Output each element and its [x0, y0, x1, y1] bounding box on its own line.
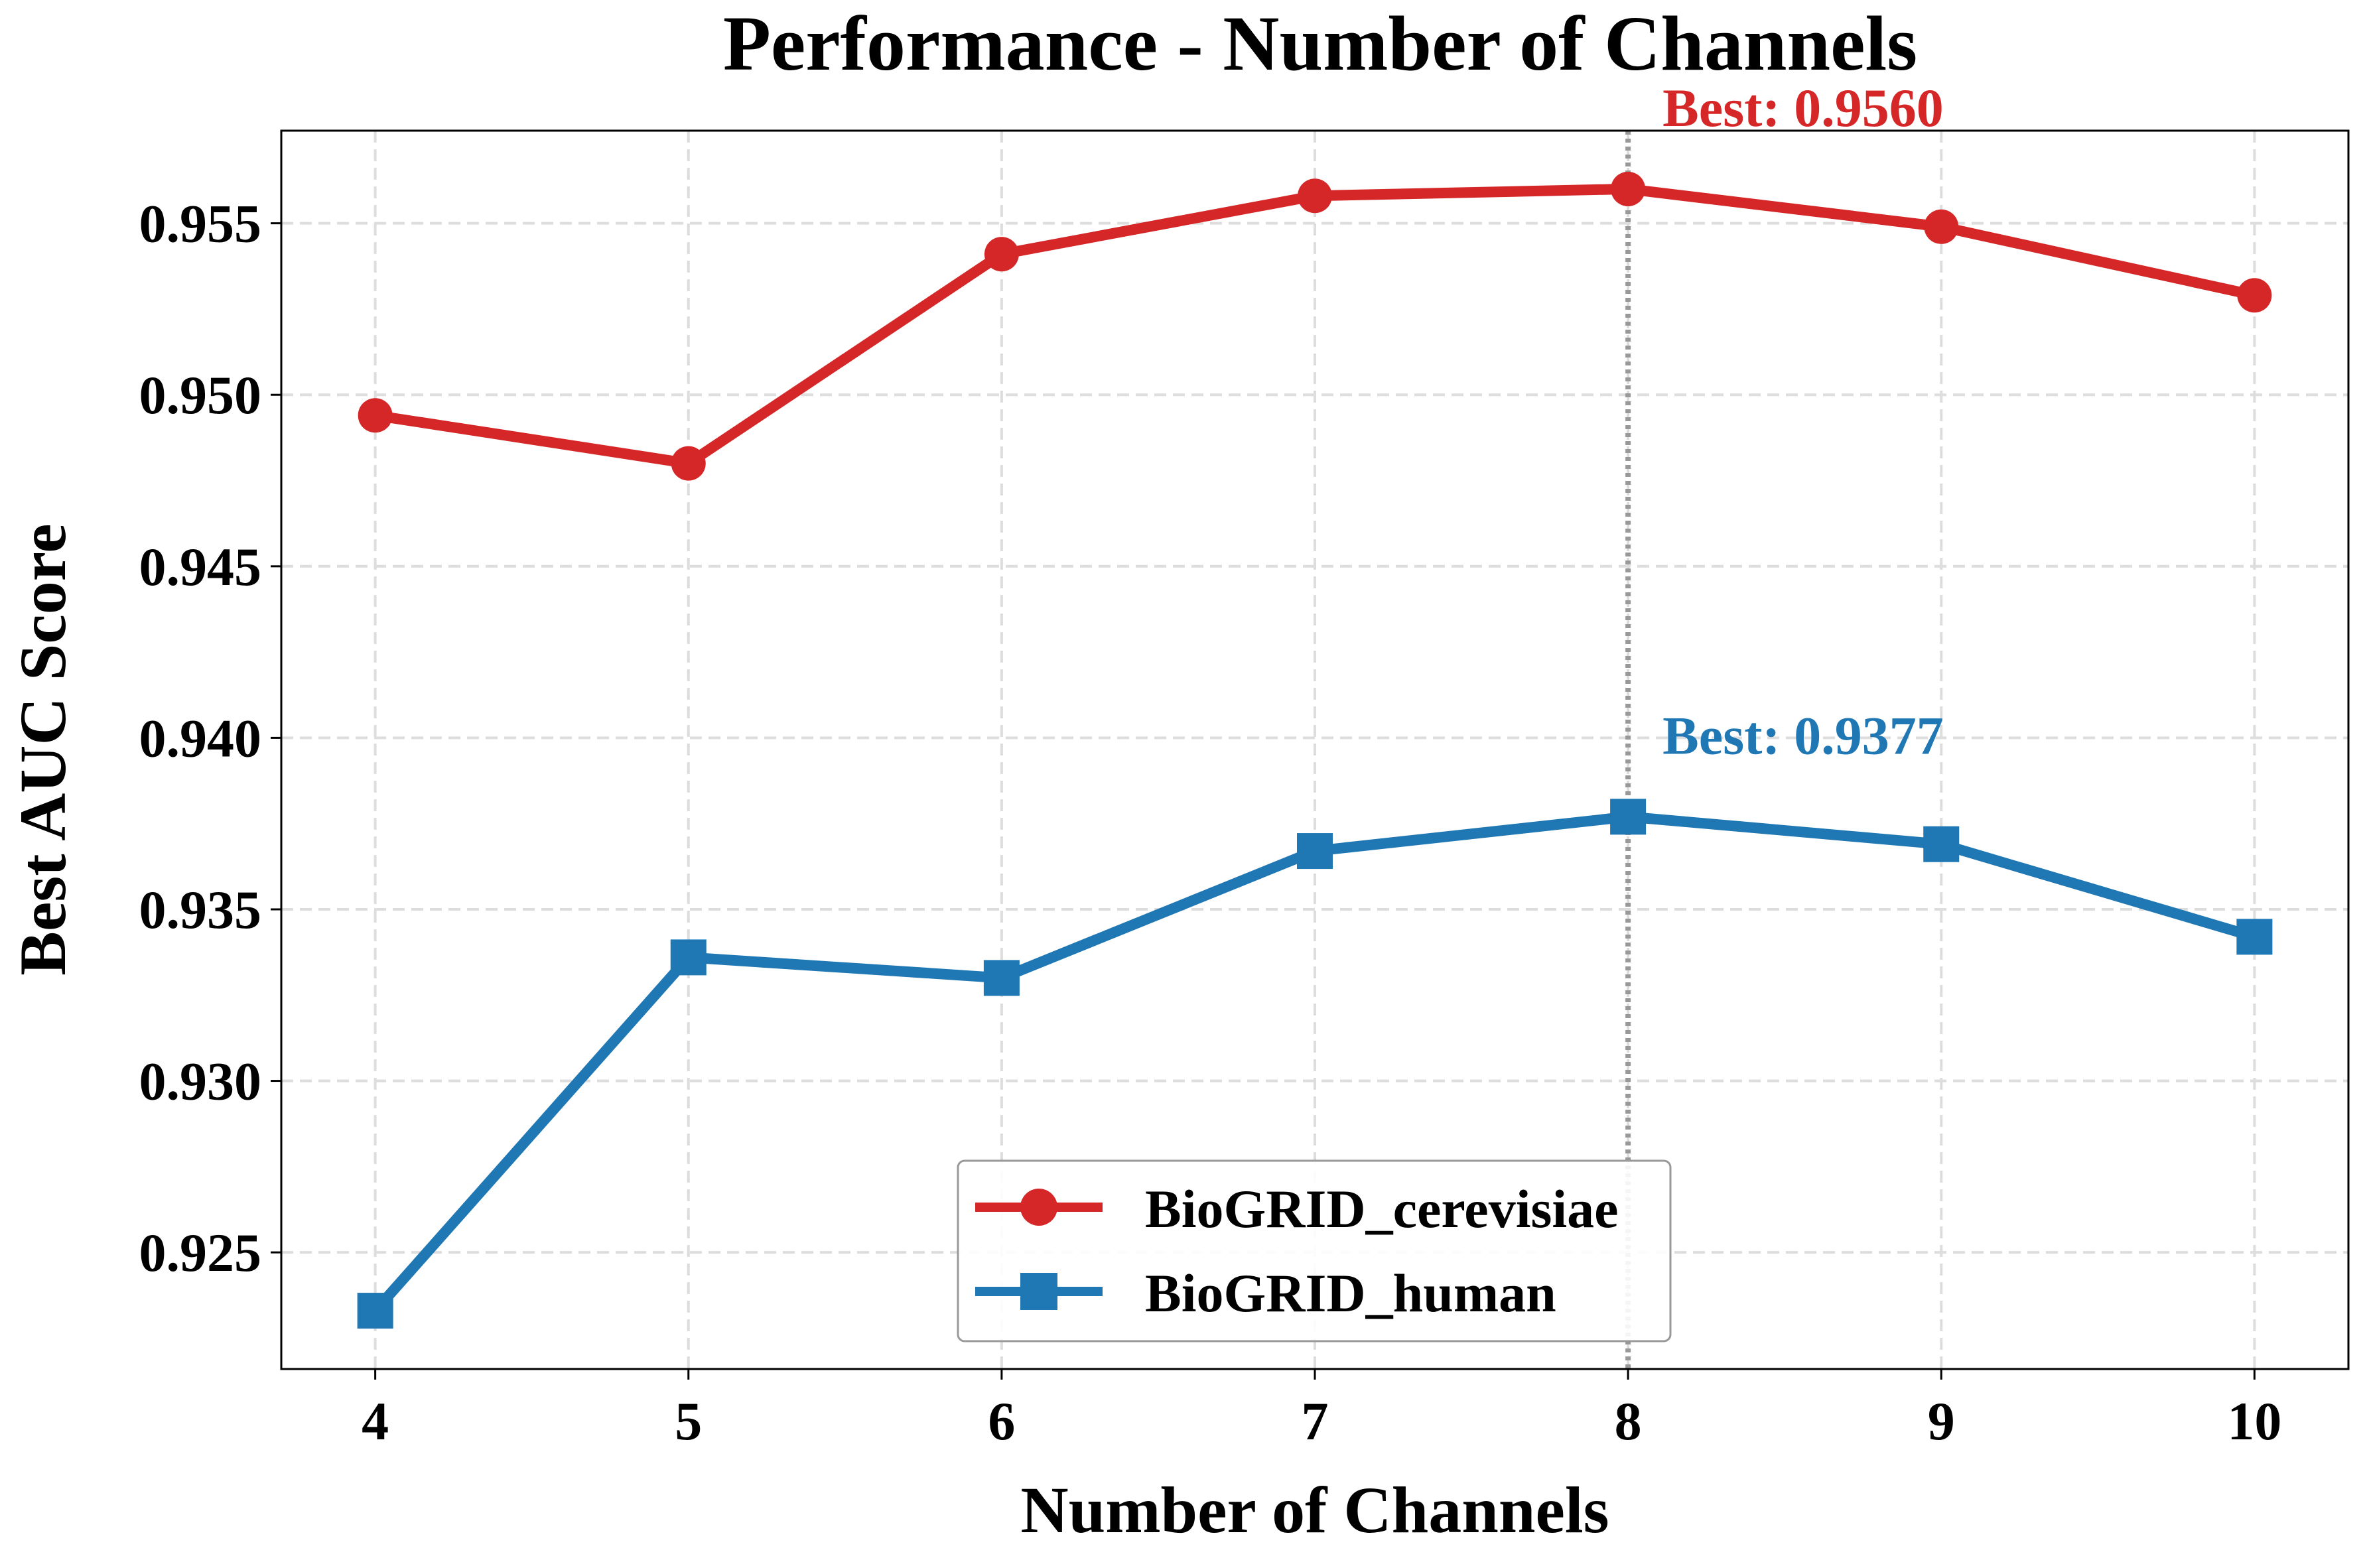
x-tick-label: 8 [1615, 1391, 1642, 1451]
legend-box [957, 1159, 1672, 1342]
data-point-biogrid-human [670, 939, 707, 976]
x-tick-label: 6 [988, 1391, 1015, 1451]
data-point-biogrid-human [983, 960, 1020, 996]
chart-title: Performance - Number of Channels [723, 0, 1917, 87]
x-tick-label: 5 [675, 1391, 702, 1451]
best-annotation-label: Best: 0.9560 [1662, 78, 1944, 138]
data-point-biogrid-human [2236, 919, 2273, 955]
x-tick-label: 9 [1928, 1391, 1955, 1451]
series-group [357, 171, 2273, 1329]
grid-lines [281, 131, 2348, 1369]
annotations: Best: 0.9560 Best: 0.9377 [1662, 78, 1944, 765]
data-point-biogrid-cerevisiae [358, 398, 393, 433]
legend: BioGRID_cerevisiae BioGRID_human [957, 1159, 1672, 1342]
y-axis-ticks: 0.925 0.930 0.935 0.940 0.945 0.950 0.955 [139, 194, 281, 1283]
data-point-biogrid-human [1610, 799, 1647, 835]
data-point-biogrid-human [1297, 833, 1333, 870]
legend-marker-cerevisiae [1020, 1189, 1057, 1226]
x-axis-label: Number of Channels [1020, 1473, 1609, 1547]
best-annotation-label: Best: 0.9377 [1662, 705, 1944, 765]
data-point-biogrid-cerevisiae [984, 237, 1019, 272]
y-tick-label: 0.935 [139, 880, 262, 940]
data-point-biogrid-cerevisiae [1611, 171, 1646, 206]
y-axis-label: Best AUC Score [6, 523, 80, 975]
y-tick-label: 0.925 [139, 1222, 262, 1283]
data-point-biogrid-cerevisiae [1298, 178, 1332, 214]
data-point-biogrid-cerevisiae [1924, 209, 1959, 244]
x-tick-label: 4 [362, 1391, 389, 1451]
x-tick-label: 10 [2227, 1391, 2281, 1451]
legend-marker-human [1020, 1273, 1057, 1310]
data-point-biogrid-cerevisiae [2237, 278, 2272, 313]
y-tick-label: 0.940 [139, 708, 262, 768]
y-tick-label: 0.930 [139, 1051, 262, 1112]
data-point-biogrid-human [1923, 826, 1960, 862]
x-axis-ticks: 4 5 6 7 8 9 10 [362, 1369, 2281, 1451]
data-point-biogrid-cerevisiae [671, 446, 706, 481]
legend-label-human: BioGRID_human [1145, 1263, 1556, 1323]
data-point-biogrid-human [357, 1293, 393, 1329]
y-tick-label: 0.945 [139, 537, 262, 597]
x-tick-label: 7 [1302, 1391, 1329, 1451]
y-tick-label: 0.955 [139, 194, 262, 254]
legend-label-cerevisiae: BioGRID_cerevisiae [1145, 1179, 1619, 1239]
y-tick-label: 0.950 [139, 365, 262, 425]
